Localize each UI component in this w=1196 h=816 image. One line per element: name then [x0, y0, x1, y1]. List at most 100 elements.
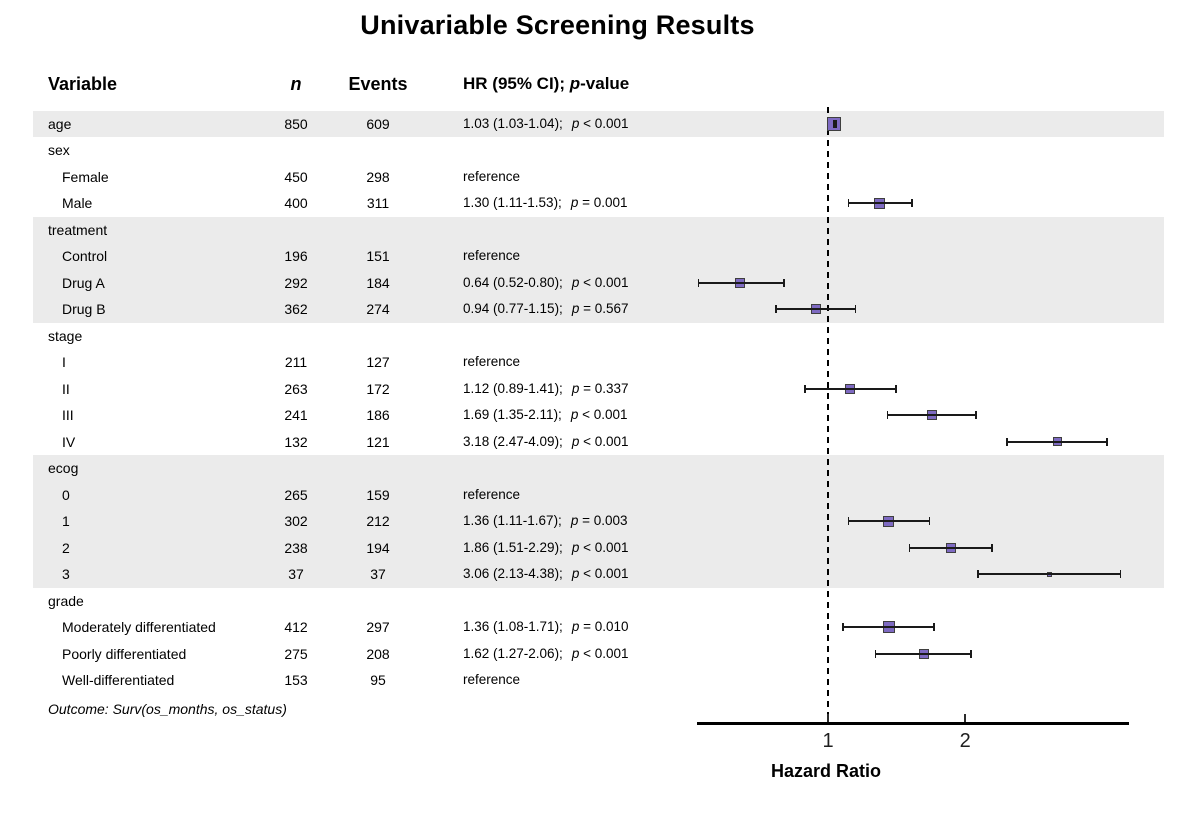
x-axis-line: [697, 722, 1129, 725]
p-value: p = 0.001: [570, 195, 628, 210]
row-estimate: reference: [463, 354, 521, 369]
row-estimate: reference: [463, 486, 521, 502]
ci-cap-low: [775, 305, 778, 314]
ci-cap-low: [886, 411, 889, 420]
row-events: 121: [366, 433, 390, 450]
row-events: 37: [370, 566, 386, 582]
row-events: 609: [366, 115, 390, 132]
row-estimate: reference: [463, 672, 521, 687]
ci-whisker: [909, 546, 993, 549]
x-axis-tick: [964, 714, 967, 722]
row-estimate: 1.30 (1.11-1.53); p = 0.001: [463, 195, 628, 210]
hr-header-suffix: -value: [580, 74, 630, 93]
row-n: 362: [284, 301, 308, 317]
ci-cap-low: [804, 384, 806, 393]
row-label: 1: [62, 513, 70, 529]
page-title: Univariable Screening Results: [360, 10, 755, 40]
row-label: Male: [62, 195, 93, 211]
table-row: IV 132 121 3.18 (2.47-4.09); p < 0.001: [0, 429, 1196, 456]
row-n: 196: [284, 248, 308, 264]
p-value: p = 0.567: [571, 301, 629, 316]
row-events: 151: [366, 248, 390, 264]
ci-whisker: [848, 202, 913, 205]
p-value: p < 0.001: [571, 566, 629, 581]
row-events: 212: [366, 513, 390, 529]
ci-cap-high: [928, 517, 931, 526]
table-row: sex: [0, 137, 1196, 164]
table-row: Drug B 362 274 0.94 (0.77-1.15); p = 0.567: [0, 296, 1196, 323]
table-row: treatment: [0, 217, 1196, 244]
row-events: 298: [366, 168, 390, 185]
row-n: 412: [284, 619, 308, 635]
row-label: Drug B: [62, 301, 106, 317]
p-value: p = 0.337: [571, 380, 629, 396]
p-value: p = 0.010: [571, 619, 629, 634]
table-row: Male 400 311 1.30 (1.11-1.53); p = 0.001: [0, 190, 1196, 217]
row-n: 238: [284, 539, 308, 556]
row-events: 274: [366, 301, 390, 317]
ci-whisker: [848, 520, 930, 523]
row-events: 186: [366, 407, 390, 423]
column-header-n: n: [290, 74, 302, 94]
row-label: 3: [62, 566, 70, 582]
row-label: grade: [48, 592, 84, 609]
table-row: grade: [0, 588, 1196, 615]
row-label: treatment: [48, 221, 108, 238]
row-n: 132: [284, 433, 308, 450]
row-n: 153: [284, 672, 308, 688]
row-label: Poorly differentiated: [62, 645, 187, 662]
x-axis-tick-label: 1: [822, 730, 834, 752]
ci-cap-high: [970, 649, 972, 658]
ci-cap-low: [976, 570, 979, 579]
ci-cap-high: [975, 411, 977, 420]
row-n: 292: [284, 274, 308, 291]
row-label: I: [62, 354, 66, 370]
row-n: 263: [284, 380, 308, 397]
ci-cap-high: [933, 623, 936, 632]
table-row: stage: [0, 323, 1196, 350]
row-n: 400: [284, 195, 308, 211]
row-label: Drug A: [62, 274, 105, 291]
row-n: 850: [284, 115, 308, 132]
table-row: 3 37 37 3.06 (2.13-4.38); p < 0.001: [0, 561, 1196, 588]
row-events: 297: [366, 619, 390, 635]
row-estimate: 1.36 (1.11-1.67); p = 0.003: [463, 513, 628, 528]
row-label: IV: [62, 433, 76, 450]
ci-cap-low: [1006, 437, 1008, 446]
row-estimate: 1.36 (1.08-1.71); p = 0.010: [463, 619, 629, 634]
ci-whisker: [833, 122, 836, 125]
row-band: [33, 216, 1164, 323]
column-header-events: Events: [348, 74, 408, 94]
row-band: [33, 110, 1164, 137]
row-label: sex: [48, 142, 70, 158]
row-band: [33, 455, 1164, 588]
row-label: II: [62, 380, 70, 397]
row-events: 194: [366, 539, 390, 556]
hr-header-p-italic: p: [569, 74, 581, 93]
p-value: p < 0.001: [571, 539, 629, 555]
ci-whisker: [804, 387, 897, 390]
table-row: Moderately differentiated 412 297 1.36 (1.0…: [0, 614, 1196, 641]
row-label: Female: [62, 168, 109, 185]
footnote: Outcome: Surv(os_months, os_status): [48, 701, 287, 717]
ci-cap-low: [874, 649, 877, 658]
ci-cap-low: [847, 199, 850, 208]
row-n: 211: [284, 354, 308, 370]
row-events: 172: [366, 380, 390, 397]
row-label: 2: [62, 539, 70, 556]
row-estimate: 3.18 (2.47-4.09); p < 0.001: [463, 433, 629, 449]
row-estimate: 1.69 (1.35-2.11); p < 0.001: [463, 407, 628, 422]
row-label: 0: [62, 486, 70, 503]
row-estimate: 0.94 (0.77-1.15); p = 0.567: [463, 301, 629, 316]
row-estimate: 1.62 (1.27-2.06); p < 0.001: [463, 645, 629, 661]
table-row: ecog: [0, 455, 1196, 482]
ci-cap-high: [1106, 437, 1108, 446]
ci-cap-high: [895, 384, 897, 393]
ci-cap-high: [854, 305, 857, 314]
table-row: age 850 609 1.03 (1.03-1.04); p < 0.001: [0, 111, 1196, 138]
p-value: p < 0.001: [571, 274, 629, 290]
row-n: 450: [284, 168, 308, 185]
ci-whisker: [1007, 440, 1107, 443]
x-axis-tick: [827, 714, 829, 722]
